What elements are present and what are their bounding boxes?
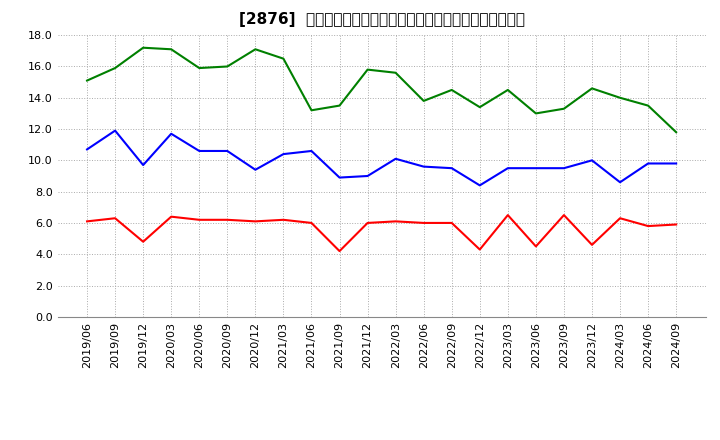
Title: [2876]  売上債権回転率、買入債務回転率、在庫回転率の推移: [2876] 売上債権回転率、買入債務回転率、在庫回転率の推移 [238, 12, 525, 27]
買入債務回転率 [223, 148, 232, 154]
買入債務回転率 [195, 148, 204, 154]
在庫回転率 [616, 95, 624, 100]
売上債権回転率 [364, 220, 372, 226]
在庫回転率 [588, 86, 596, 91]
買入債務回転率 [672, 161, 680, 166]
在庫回転率 [531, 111, 540, 116]
在庫回転率 [195, 66, 204, 71]
買入債務回転率 [531, 165, 540, 171]
買入債務回転率 [616, 180, 624, 185]
買入債務回転率 [279, 151, 288, 157]
売上債権回転率 [588, 242, 596, 247]
買入債務回転率 [588, 158, 596, 163]
買入債務回転率 [644, 161, 652, 166]
在庫回転率 [559, 106, 568, 111]
在庫回転率 [475, 105, 484, 110]
売上債権回転率 [336, 249, 344, 254]
買入債務回転率 [447, 165, 456, 171]
買入債務回転率 [251, 167, 260, 172]
買入債務回転率 [475, 183, 484, 188]
在庫回転率 [336, 103, 344, 108]
売上債権回転率 [616, 216, 624, 221]
売上債権回転率 [111, 216, 120, 221]
在庫回転率 [307, 108, 316, 113]
在庫回転率 [391, 70, 400, 75]
Line: 買入債務回転率: 買入債務回転率 [87, 131, 676, 185]
Legend: 売上債権回転率, 買入債務回転率, 在庫回転率: 売上債権回転率, 買入債務回転率, 在庫回転率 [224, 434, 539, 440]
買入債務回転率 [559, 165, 568, 171]
売上債権回転率 [559, 213, 568, 218]
売上債権回転率 [447, 220, 456, 226]
売上債権回転率 [475, 247, 484, 252]
在庫回転率 [139, 45, 148, 50]
在庫回転率 [672, 129, 680, 135]
在庫回転率 [644, 103, 652, 108]
売上債権回転率 [279, 217, 288, 223]
在庫回転率 [251, 47, 260, 52]
在庫回転率 [223, 64, 232, 69]
買入債務回転率 [167, 131, 176, 136]
買入債務回転率 [111, 128, 120, 133]
売上債権回転率 [223, 217, 232, 223]
売上債権回転率 [307, 220, 316, 226]
売上債権回転率 [251, 219, 260, 224]
売上債権回転率 [391, 219, 400, 224]
買入債務回転率 [419, 164, 428, 169]
売上債権回転率 [167, 214, 176, 219]
在庫回転率 [364, 67, 372, 72]
売上債権回転率 [195, 217, 204, 223]
買入債務回転率 [336, 175, 344, 180]
在庫回転率 [167, 47, 176, 52]
買入債務回転率 [83, 147, 91, 152]
売上債権回転率 [139, 239, 148, 244]
売上債権回転率 [419, 220, 428, 226]
売上債権回転率 [672, 222, 680, 227]
在庫回転率 [419, 98, 428, 103]
Line: 在庫回転率: 在庫回転率 [87, 48, 676, 132]
売上債権回転率 [644, 224, 652, 229]
買入債務回転率 [391, 156, 400, 161]
在庫回転率 [83, 78, 91, 83]
買入債務回転率 [139, 162, 148, 168]
売上債権回転率 [83, 219, 91, 224]
在庫回転率 [503, 87, 512, 92]
買入債務回転率 [364, 173, 372, 179]
在庫回転率 [279, 56, 288, 61]
在庫回転率 [111, 66, 120, 71]
売上債権回転率 [503, 213, 512, 218]
Line: 売上債権回転率: 売上債権回転率 [87, 215, 676, 251]
買入債務回転率 [503, 165, 512, 171]
売上債権回転率 [531, 244, 540, 249]
買入債務回転率 [307, 148, 316, 154]
在庫回転率 [447, 87, 456, 92]
